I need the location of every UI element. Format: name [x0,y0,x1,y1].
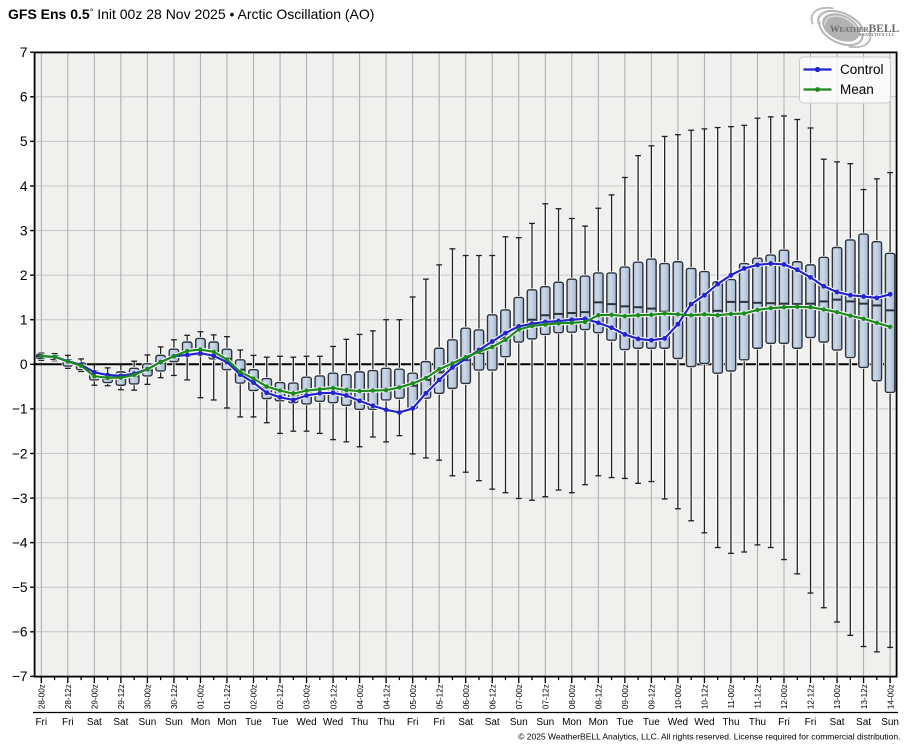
svg-text:04-00z: 04-00z [356,684,365,709]
svg-text:Fri: Fri [62,717,74,728]
svg-text:28-12z: 28-12z [64,684,73,709]
svg-text:07-12z: 07-12z [541,684,550,709]
svg-text:Fri: Fri [778,717,790,728]
svg-text:1: 1 [20,313,28,328]
svg-text:11-00z: 11-00z [727,684,736,708]
svg-text:Tue: Tue [245,717,262,728]
svg-text:Sat: Sat [113,717,128,728]
svg-text:−5: −5 [12,580,28,595]
svg-text:29-12z: 29-12z [117,684,126,709]
svg-text:−1: −1 [12,402,28,417]
svg-text:05-00z: 05-00z [409,684,418,709]
svg-text:28-00z: 28-00z [38,684,47,709]
svg-text:07-00z: 07-00z [515,684,524,709]
svg-text:Sun: Sun [536,717,554,728]
svg-text:10-00z: 10-00z [674,684,683,709]
svg-text:05-12z: 05-12z [435,684,444,709]
svg-text:© 2025 WeatherBELL Analytics,: © 2025 WeatherBELL Analytics, LLC. All r… [518,732,900,742]
svg-text:04-12z: 04-12z [382,684,391,709]
svg-text:ANALYTICS LLC: ANALYTICS LLC [859,32,895,37]
svg-text:03-00z: 03-00z [303,684,312,709]
svg-text:Thu: Thu [749,717,766,728]
svg-text:Thu: Thu [351,717,368,728]
svg-text:Sun: Sun [165,717,183,728]
svg-text:−3: −3 [12,491,28,506]
svg-text:06-00z: 06-00z [462,684,471,709]
svg-text:Mon: Mon [191,717,210,728]
svg-text:6: 6 [20,90,28,105]
svg-text:Fri: Fri [433,717,445,728]
svg-text:02-12z: 02-12z [276,684,285,709]
svg-text:−7: −7 [12,669,28,684]
svg-text:13-12z: 13-12z [860,684,869,709]
svg-text:Wed: Wed [323,717,343,728]
svg-text:−6: −6 [12,625,28,640]
svg-text:30-12z: 30-12z [170,684,179,709]
svg-text:Tue: Tue [272,717,289,728]
svg-text:Sat: Sat [830,717,845,728]
svg-text:14-00z: 14-00z [886,684,895,709]
svg-text:7: 7 [20,45,28,60]
svg-text:Thu: Thu [722,717,739,728]
svg-text:08-12z: 08-12z [595,684,604,709]
svg-text:−2: −2 [12,446,28,461]
svg-text:Wed: Wed [668,717,688,728]
svg-text:Fri: Fri [407,717,419,728]
svg-text:02-00z: 02-00z [250,684,259,709]
svg-text:4: 4 [20,179,28,194]
svg-text:12-00z: 12-00z [780,684,789,709]
svg-text:Sun: Sun [881,717,899,728]
svg-text:−4: −4 [12,535,28,550]
svg-text:13-00z: 13-00z [833,684,842,709]
svg-text:Sat: Sat [856,717,871,728]
svg-text:09-12z: 09-12z [648,684,657,709]
svg-text:Wed: Wed [296,717,316,728]
svg-text:01-12z: 01-12z [223,684,232,709]
svg-text:Mon: Mon [217,717,236,728]
svg-text:5: 5 [20,134,28,149]
svg-text:WEATHERBELL: WEATHERBELL [830,23,900,35]
svg-text:Fri: Fri [35,717,47,728]
svg-text:Tue: Tue [643,717,660,728]
svg-text:Sat: Sat [485,717,500,728]
svg-text:Sat: Sat [87,717,102,728]
svg-text:Mon: Mon [589,717,608,728]
svg-text:Sun: Sun [510,717,528,728]
svg-text:12-12z: 12-12z [807,684,816,709]
svg-text:10-12z: 10-12z [701,684,710,709]
svg-text:Mon: Mon [562,717,581,728]
svg-text:Sat: Sat [458,717,473,728]
svg-text:09-00z: 09-00z [621,684,630,709]
svg-text:Sun: Sun [139,717,157,728]
svg-text:0: 0 [20,357,28,372]
svg-text:Thu: Thu [378,717,395,728]
svg-text:GFS Ens 0.5° Init 00z 28 Nov 2: GFS Ens 0.5° Init 00z 28 Nov 2025 • Arct… [8,6,374,22]
svg-text:01-00z: 01-00z [197,684,206,709]
svg-text:Mean: Mean [840,82,874,97]
svg-text:03-12z: 03-12z [329,684,338,709]
svg-text:2: 2 [20,268,28,283]
svg-text:30-00z: 30-00z [144,684,153,709]
svg-text:08-00z: 08-00z [568,684,577,709]
svg-text:06-12z: 06-12z [488,684,497,709]
svg-text:Control: Control [840,62,884,77]
svg-text:29-00z: 29-00z [91,684,100,709]
svg-text:Tue: Tue [616,717,633,728]
svg-text:Fri: Fri [805,717,817,728]
svg-text:11-12z: 11-12z [754,684,763,708]
svg-text:3: 3 [20,223,28,238]
svg-text:Wed: Wed [694,717,714,728]
